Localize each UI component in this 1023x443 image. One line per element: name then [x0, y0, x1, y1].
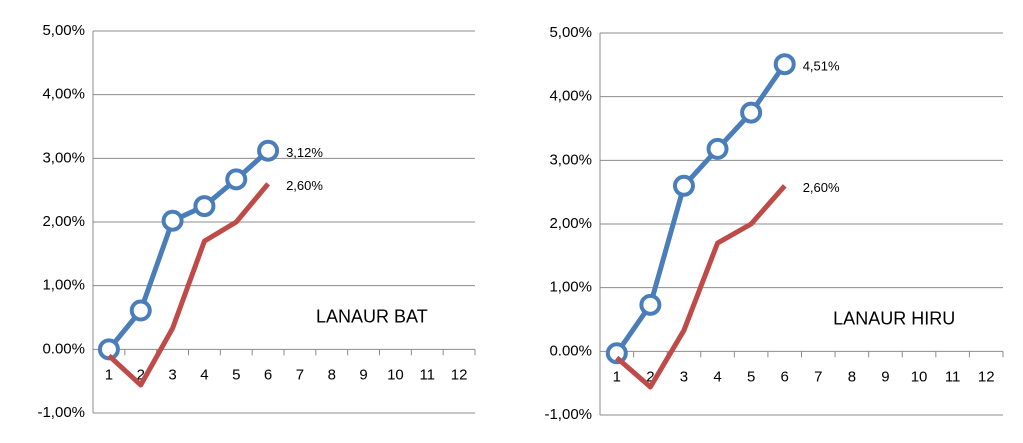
marker	[672, 174, 695, 197]
y-tick-label: 5,00%	[42, 22, 85, 39]
value-label: 2,60%	[286, 178, 323, 193]
marker	[706, 137, 729, 160]
x-tick-label: 11	[419, 366, 435, 383]
value-label: 2,60%	[803, 180, 840, 195]
x-tick-label: 5	[747, 368, 755, 385]
y-tick-label: 5,00%	[549, 24, 592, 41]
annotation: LANAUR HIRU	[833, 308, 955, 328]
x-tick-label: 1	[105, 366, 113, 383]
x-tick-label: 10	[911, 368, 928, 385]
x-tick-label: 3	[680, 368, 688, 385]
marker	[193, 195, 216, 218]
marker	[129, 299, 152, 322]
marker	[740, 101, 763, 124]
y-tick-label: 0.00%	[549, 342, 592, 359]
y-tick-label: 4,00%	[42, 86, 85, 103]
x-tick-label: 12	[978, 368, 995, 385]
marker	[161, 209, 184, 232]
x-tick-label: 6	[264, 366, 272, 383]
x-tick-label: 8	[848, 368, 856, 385]
series-line	[615, 184, 787, 390]
marker	[639, 293, 662, 316]
x-tick-label: 3	[168, 366, 176, 383]
x-tick-label: 1	[613, 368, 621, 385]
x-tick-label: 9	[881, 368, 889, 385]
series-line	[107, 182, 271, 388]
marker	[605, 342, 628, 365]
y-tick-label: 3,00%	[549, 151, 592, 168]
x-tick-label: 4	[200, 366, 208, 383]
annotation: LANAUR BAT	[316, 306, 428, 326]
x-tick-label: 11	[945, 368, 961, 385]
value-label: 3,12%	[286, 145, 323, 160]
marker	[773, 53, 796, 76]
y-tick-label: -1,00%	[37, 404, 85, 421]
y-tick-label: 2,00%	[549, 215, 592, 232]
y-tick-label: 4,00%	[549, 88, 592, 105]
x-tick-label: 7	[814, 368, 822, 385]
x-tick-label: 8	[328, 366, 336, 383]
y-tick-label: -1,00%	[544, 406, 592, 423]
value-label: 4,51%	[803, 59, 840, 74]
x-tick-label: 5	[232, 366, 240, 383]
y-tick-label: 2,00%	[42, 213, 85, 230]
x-tick-label: 9	[359, 366, 367, 383]
y-tick-label: 1,00%	[549, 279, 592, 296]
x-tick-label: 10	[387, 366, 404, 383]
x-tick-label: 2	[137, 366, 145, 383]
y-tick-label: 0.00%	[42, 340, 85, 357]
x-tick-label: 6	[781, 368, 789, 385]
y-tick-label: 1,00%	[42, 277, 85, 294]
x-tick-label: 7	[296, 366, 304, 383]
x-tick-label: 4	[713, 368, 721, 385]
x-tick-label: 12	[451, 366, 468, 383]
marker	[225, 168, 248, 191]
y-tick-label: 3,00%	[42, 149, 85, 166]
marker	[97, 338, 120, 361]
marker	[257, 139, 280, 162]
x-tick-label: 2	[646, 368, 654, 385]
